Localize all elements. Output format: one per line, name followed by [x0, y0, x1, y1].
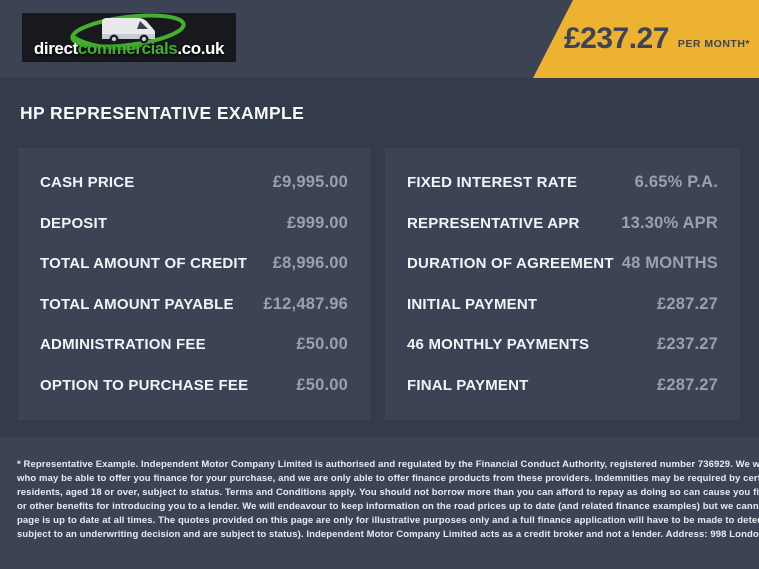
row-label: INITIAL PAYMENT [407, 295, 538, 313]
row-label: DEPOSIT [40, 214, 108, 232]
monthly-price-period: PER MONTH* [677, 37, 751, 50]
row-value: 6.65% P.A. [634, 173, 718, 192]
row-label: CASH PRICE [40, 174, 135, 192]
monthly-price: £237.27 [563, 22, 669, 55]
monthly-price-banner: £237.27 PER MONTH* [533, 0, 759, 78]
disclaimer-line: * Representative Example. Independent Mo… [17, 459, 759, 470]
table-row: DURATION OF AGREEMENT 48 MONTHS [407, 254, 718, 273]
table-row: ADMINISTRATION FEE £50.00 [40, 335, 348, 354]
table-row: 46 MONTHLY PAYMENTS £237.27 [407, 335, 718, 354]
disclaimer-line: residents, aged 18 or over, subject to s… [17, 487, 759, 498]
table-row: CASH PRICE £9,995.00 [40, 173, 348, 192]
table-row: FIXED INTEREST RATE 6.65% P.A. [407, 173, 718, 192]
legal-disclaimer: * Representative Example. Independent Mo… [0, 437, 759, 569]
row-value: £9,995.00 [272, 173, 348, 192]
row-value: £287.27 [656, 375, 718, 394]
table-row: FINAL PAYMENT £287.27 [407, 376, 718, 395]
disclaimer-line: or other benefits for introducing you to… [17, 501, 759, 512]
table-row: INITIAL PAYMENT £287.27 [407, 295, 718, 314]
row-label: TOTAL AMOUNT PAYABLE [40, 295, 234, 313]
disclaimer-line: page is up to date at all times. The quo… [17, 515, 759, 526]
table-row: OPTION TO PURCHASE FEE £50.00 [40, 376, 348, 395]
brand-word-commercials: commercials [77, 39, 178, 58]
row-value: £8,996.00 [272, 254, 348, 273]
van-swoosh-icon [70, 13, 186, 50]
row-label: FINAL PAYMENT [407, 376, 529, 394]
brand-word-direct: direct [33, 39, 78, 58]
row-label: OPTION TO PURCHASE FEE [40, 376, 249, 394]
van-graphic [102, 18, 155, 44]
finance-panel-left: CASH PRICE £9,995.00 DEPOSIT £999.00 TOT… [18, 148, 370, 420]
brand-logo[interactable]: directcommercials.co.uk [22, 13, 236, 62]
disclaimer-line: subject to an underwriting decision and … [17, 529, 759, 540]
page-title: HP REPRESENTATIVE EXAMPLE [20, 102, 305, 123]
disclaimer-line: who may be able to offer you finance for… [17, 473, 759, 484]
table-row: TOTAL AMOUNT PAYABLE £12,487.96 [40, 295, 348, 314]
row-value: £287.27 [656, 294, 718, 313]
row-value: £12,487.96 [263, 294, 348, 313]
row-value: 13.30% APR [621, 213, 718, 232]
row-value: £50.00 [296, 375, 348, 394]
row-label: DURATION OF AGREEMENT [407, 255, 614, 273]
row-value: £50.00 [296, 335, 348, 354]
row-label: ADMINISTRATION FEE [40, 336, 206, 354]
table-row: REPRESENTATIVE APR 13.30% APR [407, 214, 718, 233]
table-row: TOTAL AMOUNT OF CREDIT £8,996.00 [40, 254, 348, 273]
header-band: directcommercials.co.uk £237.27 PER MONT… [0, 0, 759, 78]
row-value: £237.27 [656, 335, 718, 354]
finance-panel-right: FIXED INTEREST RATE 6.65% P.A. REPRESENT… [385, 148, 740, 420]
row-label: FIXED INTEREST RATE [407, 174, 578, 192]
row-value: £999.00 [286, 213, 348, 232]
brand-word-suffix: .co.uk [177, 39, 225, 58]
row-label: REPRESENTATIVE APR [407, 214, 580, 232]
row-label: TOTAL AMOUNT OF CREDIT [40, 255, 248, 273]
table-row: DEPOSIT £999.00 [40, 214, 348, 233]
brand-wordmark: directcommercials.co.uk [22, 39, 236, 59]
row-value: 48 MONTHS [621, 254, 718, 273]
row-label: 46 MONTHLY PAYMENTS [407, 336, 590, 354]
